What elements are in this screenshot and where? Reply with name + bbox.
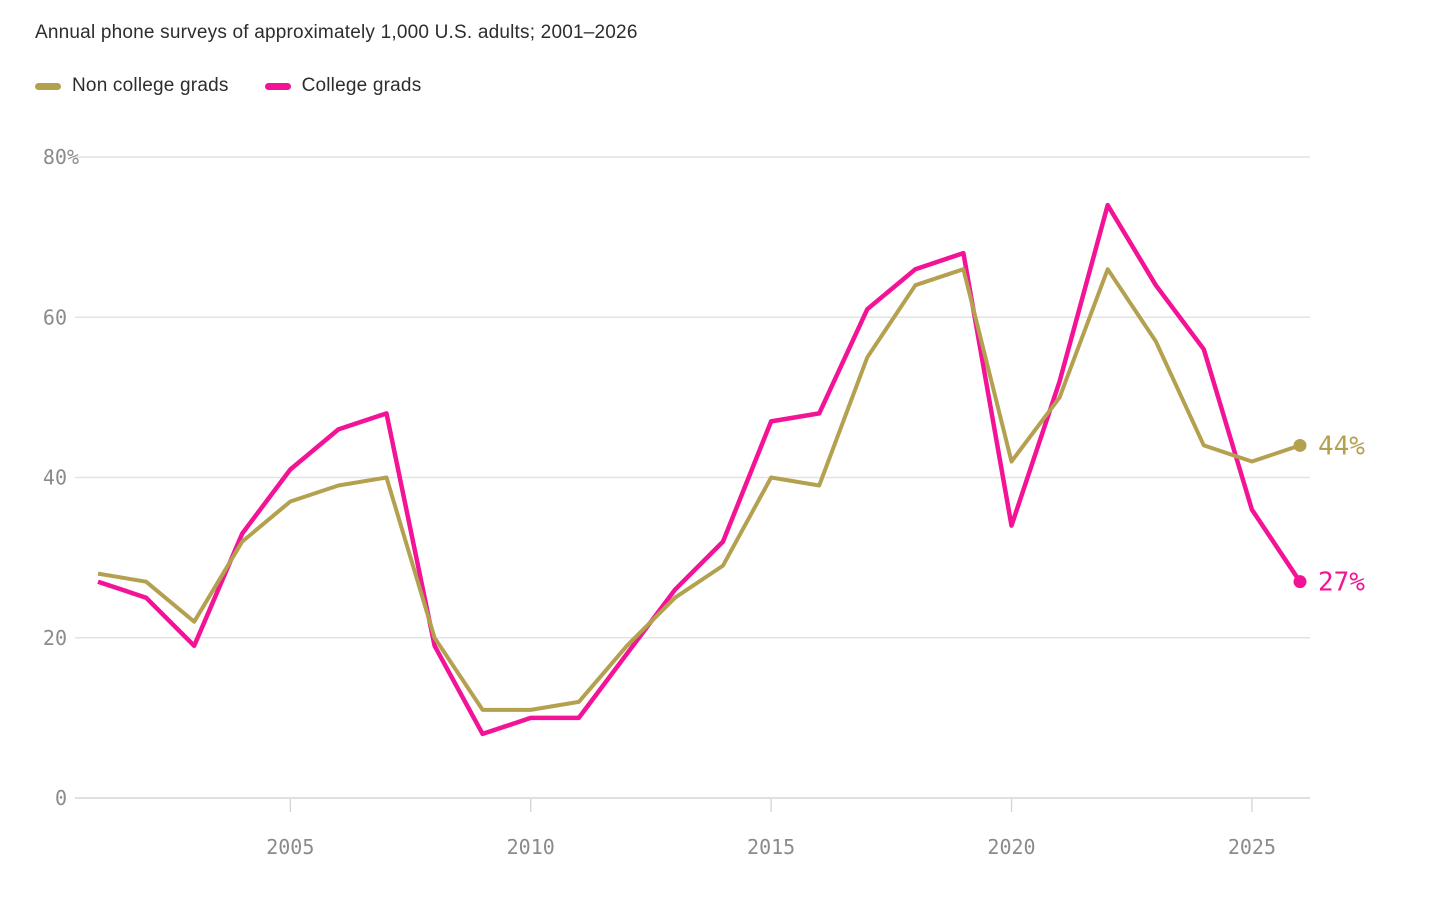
x-tick-label-2025: 2025	[1228, 835, 1276, 859]
legend-label: Non college grads	[72, 75, 229, 96]
end-dot-college-grads	[1293, 575, 1307, 589]
y-tick-label-40: 40	[43, 466, 67, 490]
y-tick-label-0: 0	[55, 786, 67, 810]
x-tick-label-2020: 2020	[987, 835, 1035, 859]
chart-legend: Non college grads College grads	[35, 75, 421, 97]
x-tick-label-2005: 2005	[266, 835, 314, 859]
y-tick-label-80: 80%	[43, 145, 79, 169]
y-tick-label-20: 20	[43, 626, 67, 650]
end-dot-non-college-grads	[1293, 438, 1307, 452]
x-tick-label-2010: 2010	[507, 835, 555, 859]
chart-subtitle: Annual phone surveys of approximately 1,…	[35, 22, 638, 43]
legend-item-college-grads: College grads	[264, 75, 422, 97]
end-value-label-college-grads: 27%	[1318, 568, 1365, 598]
series-line-college-grads	[97, 202, 1302, 737]
legend-swatch-icon	[35, 82, 61, 90]
x-tick-label-2015: 2015	[747, 835, 795, 859]
legend-swatch-icon	[264, 82, 291, 90]
legend-item-non-college-grads: Non college grads	[35, 75, 229, 97]
series-line-non-college-grads	[97, 267, 1301, 712]
end-value-label-non-college-grads: 44%	[1318, 431, 1365, 461]
y-tick-label-60: 60	[43, 305, 67, 329]
legend-label: College grads	[301, 75, 422, 96]
